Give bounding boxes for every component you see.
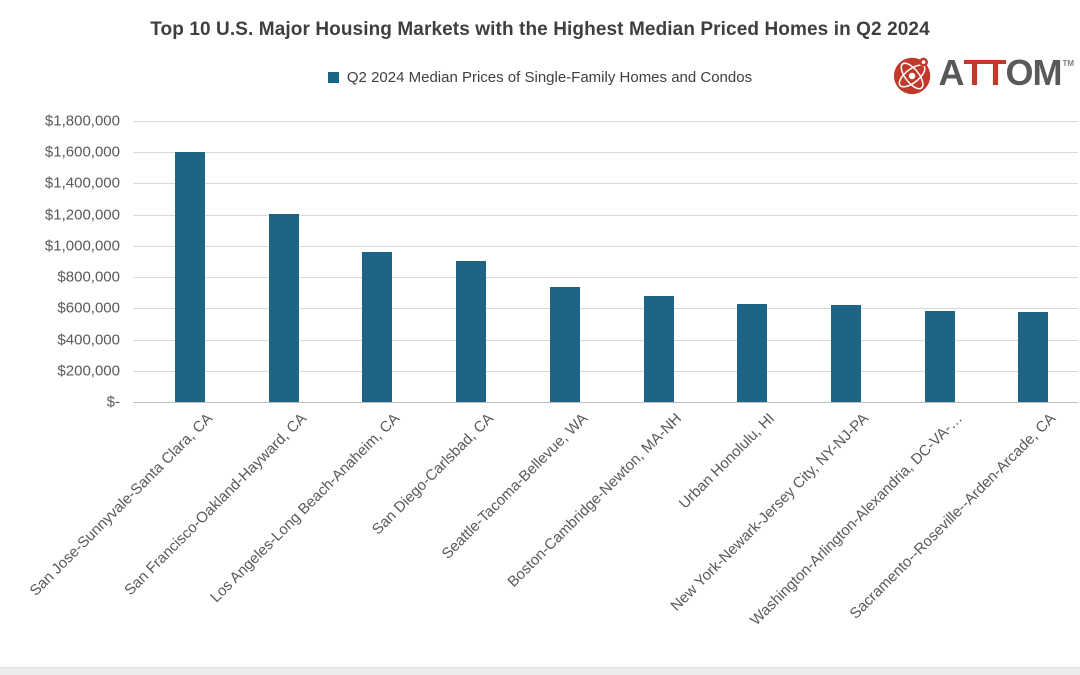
legend-marker-swatch bbox=[327, 72, 339, 83]
y-tick-label: $1,000,000 bbox=[44, 237, 120, 255]
attom-logo-wordmark: A TT OM TM bbox=[938, 53, 1074, 93]
bar-6 bbox=[643, 295, 674, 402]
attom-letter-a: A bbox=[938, 52, 964, 93]
x-tick-label: Los Angeles-Long Beach-Anaheim, CA bbox=[207, 410, 404, 606]
y-tick-label: $- bbox=[106, 393, 120, 411]
x-tick-label: Seattle-Tacoma-Bellevue, WA bbox=[438, 410, 591, 563]
legend: Q2 2024 Median Prices of Single-Family H… bbox=[0, 69, 1080, 86]
y-tick-label: $200,000 bbox=[57, 362, 120, 380]
x-tick-label: San Diego-Carlsbad, CA bbox=[368, 410, 498, 539]
x-tick-label: Sacramento--Roseville--Arden-Arcade, CA bbox=[846, 410, 1060, 623]
gridline-800000 bbox=[133, 277, 1078, 279]
bar-7 bbox=[737, 303, 768, 402]
y-tick-label: $800,000 bbox=[57, 268, 120, 286]
y-tick-label: $1,200,000 bbox=[44, 206, 120, 224]
bar-9 bbox=[924, 310, 955, 402]
attom-logo: A TT OM TM bbox=[892, 53, 1074, 102]
y-tick-label: $400,000 bbox=[57, 331, 120, 349]
y-tick-label: $600,000 bbox=[57, 299, 120, 317]
x-tick-label: San Francisco-Oakland-Hayward, CA bbox=[120, 410, 310, 599]
bar-2 bbox=[268, 213, 299, 402]
chart-title: Top 10 U.S. Major Housing Markets with t… bbox=[150, 19, 930, 40]
gridline-1800000 bbox=[133, 121, 1078, 122]
attom-trademark: TM bbox=[1062, 59, 1074, 68]
x-tick-label: San Jose-Sunnyvale-Santa Clara, CA bbox=[26, 410, 217, 600]
legend-label: Q2 2024 Median Prices of Single-Family H… bbox=[346, 69, 753, 86]
x-tick-label: New York-Newark-Jersey City, NY-NJ-PA bbox=[667, 410, 872, 615]
gridline-1600000 bbox=[133, 152, 1078, 154]
gridline-0 bbox=[133, 402, 1078, 403]
page-footer-strip bbox=[0, 667, 1080, 675]
y-tick-label: $1,400,000 bbox=[44, 174, 120, 192]
gridline-1200000 bbox=[133, 214, 1078, 216]
bar-8 bbox=[830, 305, 861, 402]
bar-4 bbox=[456, 260, 487, 402]
gridline-400000 bbox=[133, 339, 1078, 341]
y-tick-label: $1,800,000 bbox=[44, 112, 120, 130]
y-tick-label: $1,600,000 bbox=[44, 143, 120, 161]
bar-10 bbox=[1018, 312, 1049, 402]
x-tick-label: Boston-Cambridge-Newton, MA-NH bbox=[503, 410, 685, 591]
x-tick-label: Urban Honolulu, HI bbox=[675, 410, 779, 513]
attom-letters-tt: TT bbox=[963, 52, 1006, 93]
x-tick-label: Washington-Arlington-Alexandria, DC-VA-… bbox=[746, 410, 966, 629]
bar-3 bbox=[362, 252, 393, 402]
plot-area bbox=[133, 121, 1078, 403]
bar-5 bbox=[549, 287, 580, 402]
gridline-200000 bbox=[133, 370, 1078, 372]
y-axis: $1,800,000 $1,600,000 $1,400,000 $1,200,000… bbox=[0, 113, 120, 411]
attom-atom-icon bbox=[892, 53, 936, 102]
gridline-1000000 bbox=[133, 245, 1078, 247]
gridline-600000 bbox=[133, 308, 1078, 310]
attom-letters-om: OM bbox=[1005, 52, 1062, 93]
bar-1 bbox=[175, 152, 205, 402]
gridline-1400000 bbox=[133, 183, 1078, 185]
